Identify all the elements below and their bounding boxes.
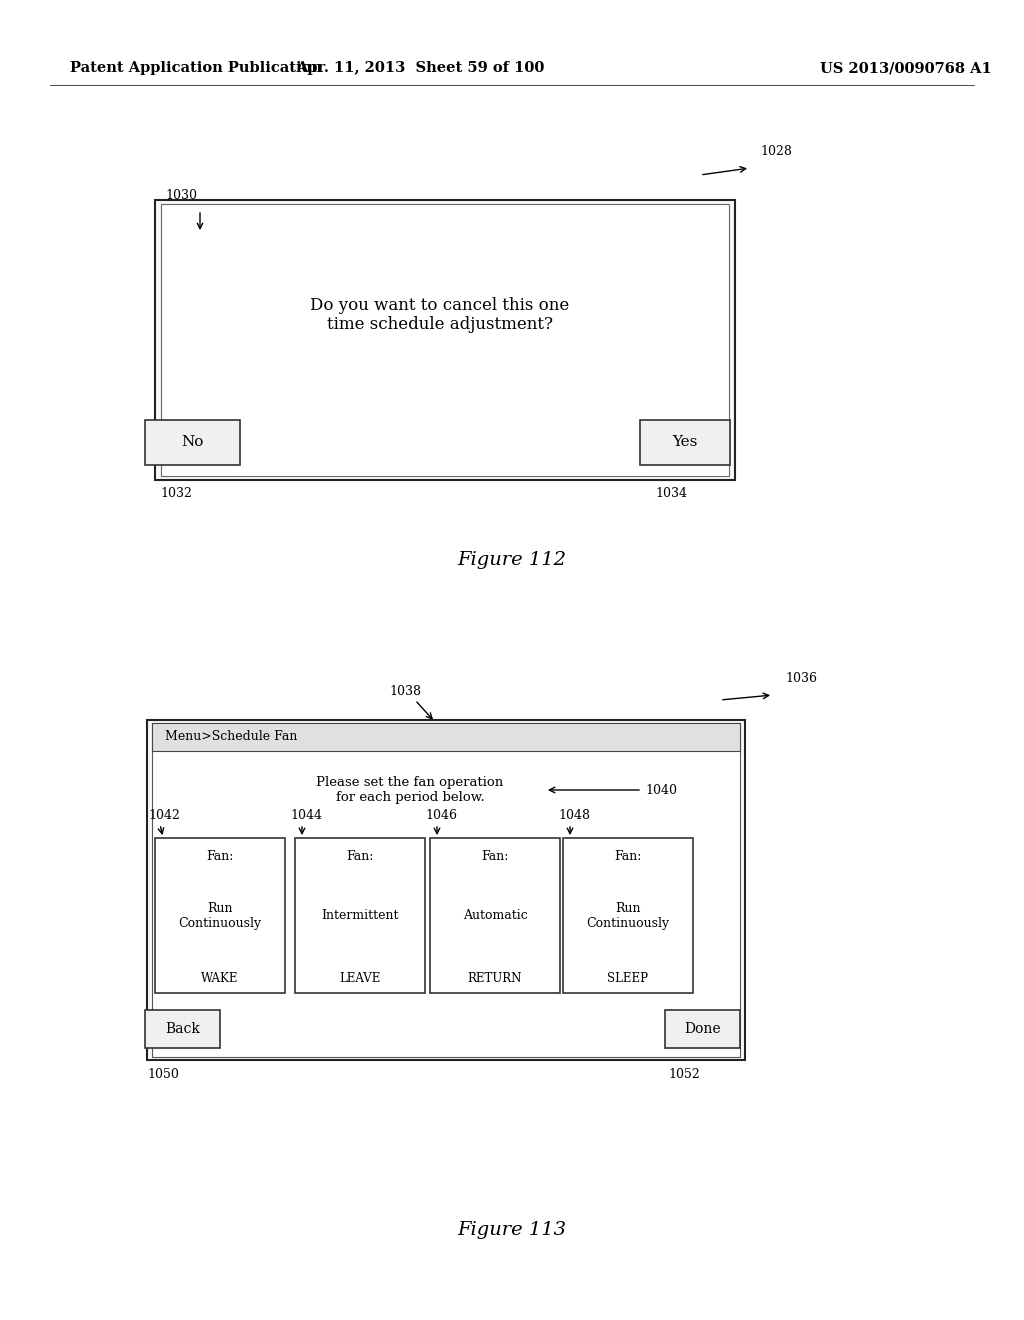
Text: No: No [181, 436, 204, 450]
Text: 1050: 1050 [147, 1068, 179, 1081]
Bar [563, 838, 693, 993]
Text: 1052: 1052 [668, 1068, 699, 1081]
Text: Intermittent: Intermittent [322, 909, 398, 921]
Text: Fan:: Fan: [614, 850, 642, 862]
Text: 1032: 1032 [160, 487, 191, 500]
Text: Fan:: Fan: [206, 850, 233, 862]
Bar [430, 838, 560, 993]
Text: US 2013/0090768 A1: US 2013/0090768 A1 [820, 61, 992, 75]
Bar [152, 723, 740, 1057]
Text: Fan:: Fan: [346, 850, 374, 862]
Text: Do you want to cancel this one
time schedule adjustment?: Do you want to cancel this one time sche… [310, 297, 569, 333]
Bar [155, 838, 285, 993]
Text: Please set the fan operation
for each period below.: Please set the fan operation for each pe… [316, 776, 504, 804]
Text: Figure 112: Figure 112 [458, 550, 566, 569]
Bar [155, 201, 735, 480]
Text: Back: Back [165, 1022, 200, 1036]
Text: Run
Continuously: Run Continuously [587, 902, 670, 929]
Bar [665, 1010, 740, 1048]
Text: Fan:: Fan: [481, 850, 509, 862]
Bar [152, 723, 740, 751]
Bar [147, 719, 745, 1060]
Text: Automatic: Automatic [463, 909, 527, 921]
Text: 1042: 1042 [148, 809, 180, 822]
Bar [145, 1010, 220, 1048]
Text: Apr. 11, 2013  Sheet 59 of 100: Apr. 11, 2013 Sheet 59 of 100 [296, 61, 544, 75]
Text: 1036: 1036 [785, 672, 817, 685]
Text: LEAVE: LEAVE [339, 972, 381, 985]
Text: Yes: Yes [673, 436, 697, 450]
Bar [145, 420, 240, 465]
Text: Done: Done [684, 1022, 721, 1036]
Text: WAKE: WAKE [202, 972, 239, 985]
Text: 1046: 1046 [425, 809, 457, 822]
Text: SLEEP: SLEEP [607, 972, 648, 985]
Text: 1048: 1048 [558, 809, 590, 822]
Text: 1028: 1028 [760, 145, 792, 158]
Text: 1038: 1038 [389, 685, 421, 698]
Text: 1040: 1040 [645, 784, 677, 796]
Text: 1034: 1034 [655, 487, 687, 500]
Text: Figure 113: Figure 113 [458, 1221, 566, 1239]
Text: Run
Continuously: Run Continuously [178, 902, 261, 929]
Text: Menu>Schedule Fan: Menu>Schedule Fan [165, 730, 297, 743]
Text: 1044: 1044 [290, 809, 322, 822]
Text: RETURN: RETURN [468, 972, 522, 985]
Text: 1030: 1030 [165, 189, 197, 202]
Bar [161, 205, 729, 477]
Text: Patent Application Publication: Patent Application Publication [70, 61, 322, 75]
Bar [640, 420, 730, 465]
Bar [295, 838, 425, 993]
